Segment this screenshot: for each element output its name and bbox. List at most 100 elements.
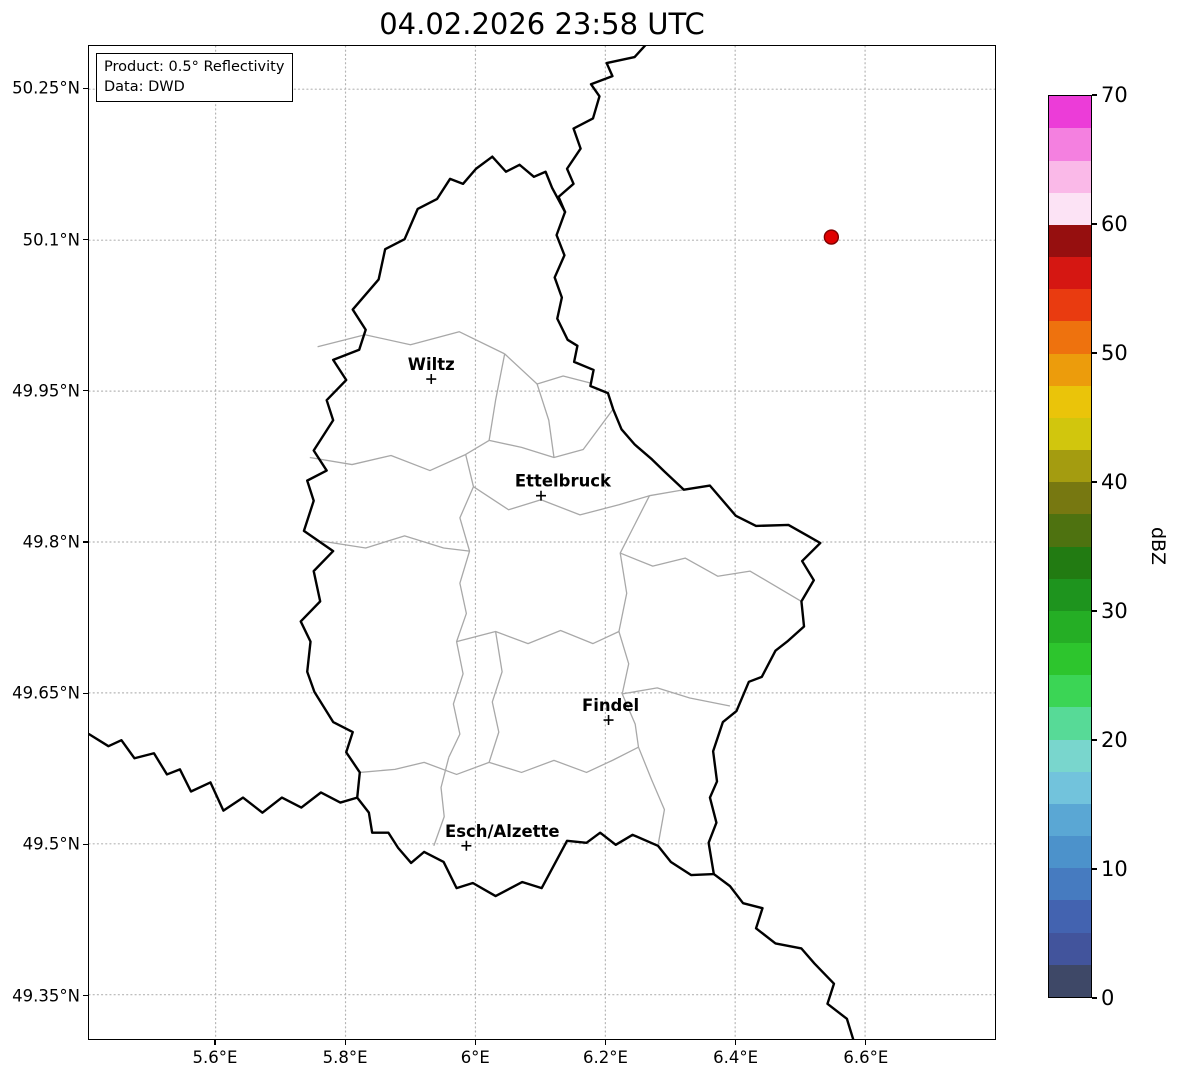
map-plot: Wiltz Ettelbruck Findel Esch/Alzette Produc… (88, 45, 996, 1040)
colorbar-segment-47.5-50dbz (1049, 353, 1091, 386)
x-axis-tick-mark (735, 1040, 737, 1045)
colorbar-tick-label: 70 (1101, 83, 1128, 107)
colorbar-tick-label: 10 (1101, 857, 1128, 881)
colorbar-segment-60-62.5dbz (1049, 192, 1091, 225)
x-axis-tick-label: 5.8°E (322, 1048, 368, 1067)
colorbar-segment-17.5-20dbz (1049, 739, 1091, 772)
colorbar-tick-mark (1092, 610, 1097, 612)
colorbar-segment-57.5-60dbz (1049, 224, 1091, 258)
district-border (504, 353, 591, 385)
x-axis-tick-label: 6°E (460, 1048, 490, 1067)
colorbar-tick-mark (1092, 352, 1097, 354)
x-axis-tick-label: 5.6°E (192, 1048, 238, 1067)
x-axis-tick-label: 6.4°E (713, 1048, 759, 1067)
y-axis-tick-mark (83, 995, 88, 997)
x-axis-tick-mark (214, 1040, 216, 1045)
y-axis-tick-label: 49.95°N (12, 381, 80, 401)
y-axis-tick-label: 49.65°N (12, 683, 80, 703)
colorbar-segment-40-42.5dbz (1049, 450, 1091, 483)
y-axis-tick-mark (83, 541, 88, 543)
city-marker-esch-alzette (461, 840, 472, 851)
colorbar-tick-mark (1092, 739, 1097, 741)
y-axis-tick-mark (83, 87, 88, 89)
district-border (488, 353, 506, 441)
colorbar-segment-52.5-55dbz (1049, 289, 1091, 322)
y-axis-tick-mark (83, 843, 88, 845)
colorbar-segment-22.5-25dbz (1049, 675, 1091, 708)
colorbar-tick-mark (1092, 997, 1097, 999)
colorbar-segment-7.5-10dbz (1049, 868, 1091, 901)
country-border (299, 155, 822, 898)
x-axis-tick-mark (865, 1040, 867, 1045)
district-border (488, 631, 503, 763)
colorbar-segment-67.5-70dbz (1049, 96, 1091, 129)
colorbar-segment-35-37.5dbz (1049, 514, 1091, 547)
colorbar-tick-label: 60 (1101, 212, 1128, 236)
colorbar-segment-65-67.5dbz (1049, 128, 1091, 161)
colorbar-segment-25-27.5dbz (1049, 643, 1091, 676)
colorbar-segment-0-2.5dbz (1049, 964, 1091, 997)
map-canvas: Wiltz Ettelbruck Findel Esch/Alzette (89, 46, 995, 1039)
y-axis-tick-mark (83, 692, 88, 694)
y-axis-tick-label: 49.5°N (22, 834, 80, 854)
district-border (359, 746, 639, 776)
district-border (433, 757, 450, 847)
y-axis-tick-label: 49.8°N (22, 532, 80, 552)
district-border (317, 331, 505, 355)
colorbar-tick-mark (1092, 481, 1097, 483)
colorbar-tick-mark (1092, 868, 1097, 870)
colorbar-segment-37.5-40dbz (1049, 482, 1091, 515)
y-axis-tick-label: 49.35°N (12, 986, 80, 1006)
colorbar-segment-32.5-35dbz (1049, 546, 1091, 579)
y-axis-tick-mark (83, 238, 88, 241)
x-axis-tick-mark (474, 1040, 476, 1045)
district-border (456, 629, 620, 645)
y-axis-tick-mark (83, 390, 88, 392)
colorbar-segment-5-7.5dbz (1049, 900, 1091, 933)
city-marker-ettelbruck (536, 490, 546, 501)
colorbar (1048, 95, 1092, 998)
colorbar-segment-30-32.5dbz (1049, 578, 1091, 611)
city-marker-findel (603, 715, 614, 726)
colorbar-segment-20-22.5dbz (1049, 707, 1091, 740)
district-border (536, 383, 555, 458)
radar-site-marker (823, 229, 840, 245)
city-label-findel: Findel (582, 696, 639, 715)
colorbar-tick-label: 0 (1101, 986, 1115, 1010)
country-border (89, 732, 359, 814)
product-info-box: Product: 0.5° Reflectivity Data: DWD (96, 53, 294, 102)
colorbar-segment-10-12.5dbz (1049, 836, 1091, 869)
district-border (637, 746, 666, 846)
y-axis-tick-label: 50.25°N (12, 78, 80, 98)
x-axis-tick-mark (604, 1040, 607, 1045)
district-border (618, 631, 640, 748)
district-border (320, 535, 470, 552)
country-border (712, 872, 855, 1039)
colorbar-tick-label: 40 (1101, 470, 1128, 494)
colorbar-tick-mark (1092, 94, 1097, 96)
colorbar-segment-62.5-65dbz (1049, 160, 1091, 193)
colorbar-segment-2.5-5dbz (1049, 932, 1091, 965)
colorbar-segment-45-47.5dbz (1049, 385, 1091, 418)
product-info-line: Product: 0.5° Reflectivity (104, 59, 285, 75)
x-axis-tick-label: 6.6°E (843, 1048, 889, 1067)
country-border (557, 46, 647, 214)
city-label-esch-alzette: Esch/Alzette (445, 822, 560, 841)
x-axis-tick-mark (344, 1040, 346, 1045)
colorbar-segment-42.5-45dbz (1049, 417, 1091, 451)
city-label-wiltz: Wiltz (408, 355, 455, 374)
figure-title: 04.02.2026 23:58 UTC (379, 7, 705, 41)
district-border (448, 454, 475, 758)
colorbar-tick-label: 30 (1101, 599, 1128, 623)
colorbar-tick-label: 20 (1101, 728, 1128, 752)
district-border (618, 495, 651, 632)
district-border (473, 486, 684, 516)
colorbar-segment-27.5-30dbz (1049, 610, 1091, 644)
city-label-ettelbruck: Ettelbruck (515, 472, 612, 491)
x-axis-tick-label: 6.2°E (582, 1048, 628, 1067)
city-marker-wiltz (426, 374, 437, 385)
district-border (619, 552, 802, 602)
colorbar-segment-50-52.5dbz (1049, 321, 1091, 354)
data-source-line: Data: DWD (104, 79, 185, 95)
